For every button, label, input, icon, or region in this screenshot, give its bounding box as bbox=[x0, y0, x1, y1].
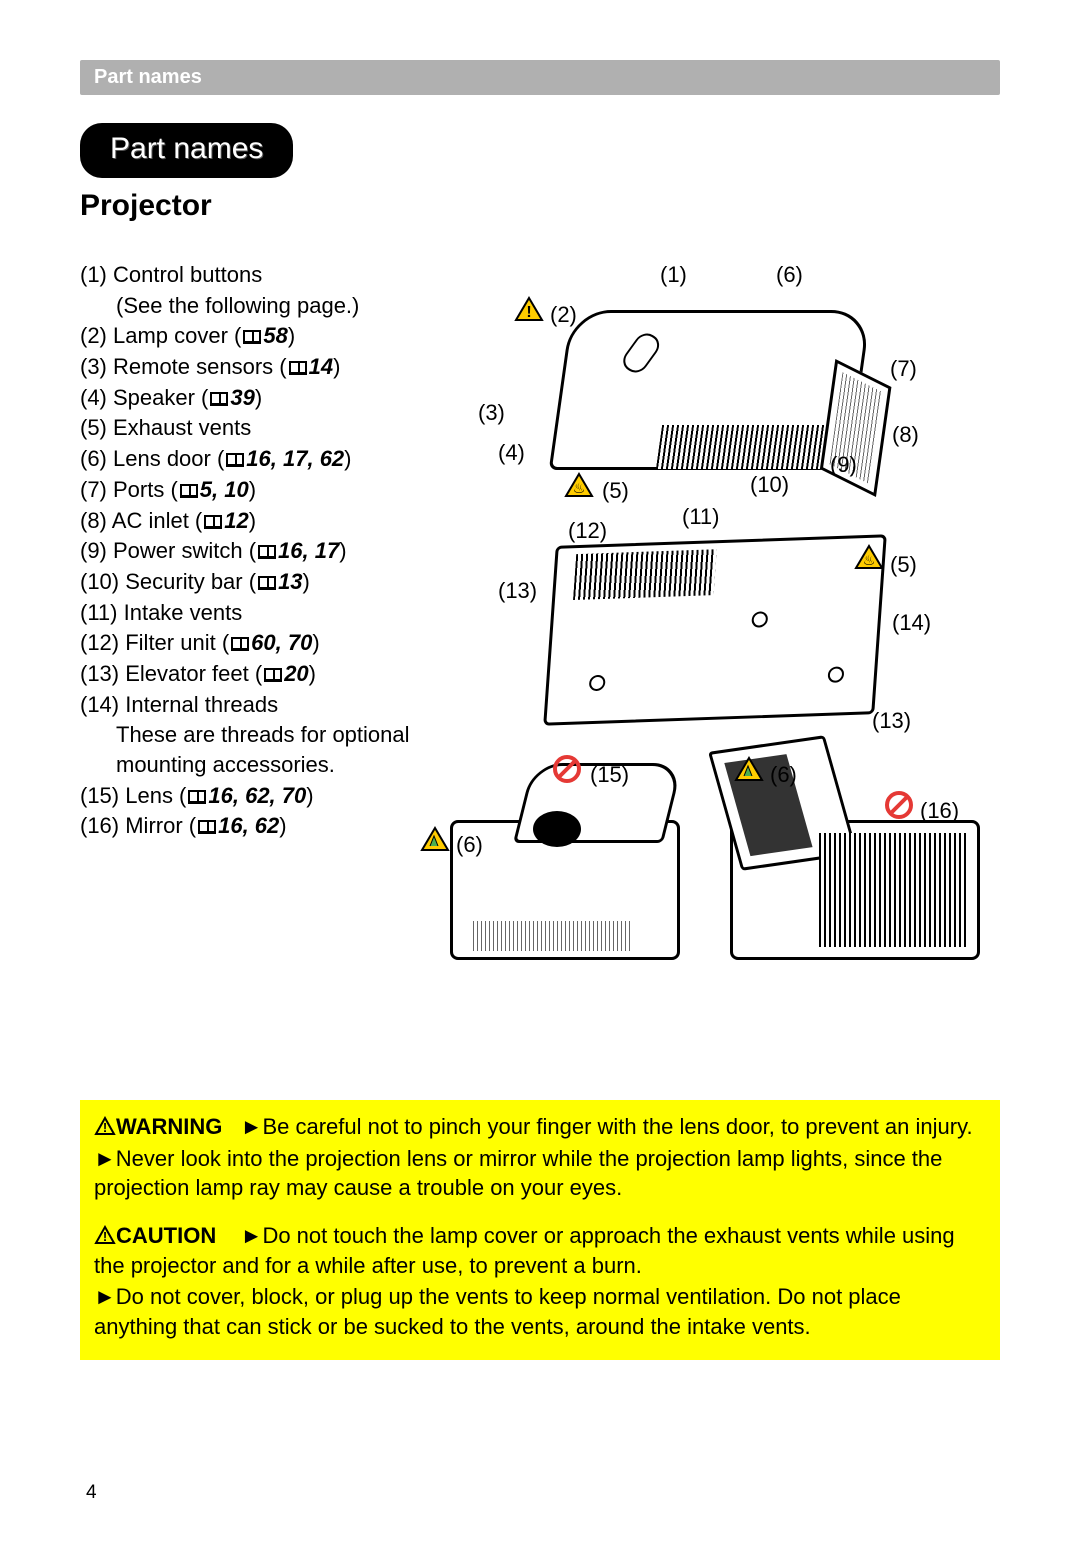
caution-label: CAUTION bbox=[116, 1223, 216, 1248]
page-root: Part names Part names Projector (1) Cont… bbox=[0, 0, 1080, 1545]
heat-yellow-icon: ♨ bbox=[564, 472, 594, 498]
callout-13b: (13) bbox=[872, 706, 911, 736]
book-icon bbox=[264, 668, 282, 682]
part-item: (8) AC inlet (12) bbox=[80, 506, 440, 536]
projector-bottom-body bbox=[543, 534, 887, 725]
warning-paragraph-1: ! WARNING ►Be careful not to pinch your f… bbox=[94, 1112, 986, 1142]
callout-10: (10) bbox=[750, 470, 789, 500]
caution-triangle-icon: ! bbox=[94, 1221, 116, 1251]
svg-text:!: ! bbox=[526, 304, 531, 321]
projector-front-right bbox=[730, 820, 980, 960]
svg-text:♨: ♨ bbox=[863, 552, 876, 568]
diagram-area: (1) (6) (2) ! (7) (3) (8) (4) (9) (10) (… bbox=[460, 260, 1000, 1040]
section-pill: Part names bbox=[80, 123, 293, 178]
caution-paragraph-1: ! CAUTION ►Do not touch the lamp cover or… bbox=[94, 1221, 986, 1280]
callout-5b: (5) bbox=[890, 550, 917, 580]
prohibit-icon-2 bbox=[884, 790, 914, 820]
part-item: (9) Power switch (16, 17) bbox=[80, 536, 440, 566]
pinch-green-icon bbox=[734, 756, 764, 782]
book-icon bbox=[243, 330, 261, 344]
projector-top-body bbox=[549, 310, 871, 470]
callout-13a: (13) bbox=[498, 576, 537, 606]
callout-5: (5) bbox=[602, 476, 629, 506]
callout-1: (1) bbox=[660, 260, 687, 290]
callout-14: (14) bbox=[892, 608, 931, 638]
book-icon bbox=[258, 545, 276, 559]
heat-yellow-icon-2: ♨ bbox=[854, 544, 884, 570]
part-item: (11) Intake vents bbox=[80, 598, 440, 628]
part-item: (15) Lens (16, 62, 70) bbox=[80, 781, 440, 811]
subtitle: Projector bbox=[80, 186, 1000, 227]
book-icon bbox=[289, 361, 307, 375]
warning-box: ! WARNING ►Be careful not to pinch your f… bbox=[80, 1100, 1000, 1360]
callout-9: (9) bbox=[830, 450, 857, 480]
projector-front-left bbox=[450, 820, 680, 960]
warning-triangle-icon: ! bbox=[94, 1112, 116, 1142]
callout-16: (16) bbox=[920, 796, 959, 826]
part-item-sub: These are threads for optional mounting … bbox=[80, 720, 440, 779]
book-icon bbox=[226, 453, 244, 467]
svg-text:!: ! bbox=[103, 1229, 107, 1244]
part-item: (5) Exhaust vents bbox=[80, 413, 440, 443]
book-icon bbox=[188, 790, 206, 804]
content-row: (1) Control buttons(See the following pa… bbox=[80, 260, 1000, 1040]
callout-2: (2) bbox=[550, 300, 577, 330]
book-icon bbox=[198, 820, 216, 834]
part-item: (1) Control buttons bbox=[80, 260, 440, 290]
part-list: (1) Control buttons(See the following pa… bbox=[80, 260, 440, 1040]
callout-4: (4) bbox=[498, 438, 525, 468]
book-icon bbox=[258, 576, 276, 590]
book-icon bbox=[204, 515, 222, 529]
callout-6: (6) bbox=[776, 260, 803, 290]
part-item: (10) Security bar (13) bbox=[80, 567, 440, 597]
part-item: (16) Mirror (16, 62) bbox=[80, 811, 440, 841]
pinch-green-icon-2 bbox=[420, 826, 450, 852]
part-item: (2) Lamp cover (58) bbox=[80, 321, 440, 351]
svg-text:!: ! bbox=[103, 1120, 107, 1135]
callout-15: (15) bbox=[590, 760, 629, 790]
warning-text-1: ►Be careful not to pinch your finger wit… bbox=[241, 1114, 973, 1139]
part-item: (14) Internal threads bbox=[80, 690, 440, 720]
book-icon bbox=[231, 637, 249, 651]
callout-6b: (6) bbox=[770, 760, 797, 790]
part-item: (4) Speaker (39) bbox=[80, 383, 440, 413]
part-item: (6) Lens door (16, 17, 62) bbox=[80, 444, 440, 474]
page-number: 4 bbox=[80, 1480, 1000, 1506]
part-item: (3) Remote sensors (14) bbox=[80, 352, 440, 382]
part-item-sub: (See the following page.) bbox=[80, 291, 440, 321]
book-icon bbox=[210, 392, 228, 406]
section-header-bar: Part names bbox=[80, 60, 1000, 95]
callout-7: (7) bbox=[890, 354, 917, 384]
warning-yellow-icon: ! bbox=[514, 296, 544, 322]
part-item: (7) Ports (5, 10) bbox=[80, 475, 440, 505]
caution-text-2: ►Do not cover, block, or plug up the ven… bbox=[94, 1282, 986, 1341]
callout-3: (3) bbox=[478, 398, 505, 428]
callout-12: (12) bbox=[568, 516, 607, 546]
book-icon bbox=[180, 484, 198, 498]
svg-text:♨: ♨ bbox=[573, 480, 586, 496]
caution-text-1: ►Do not touch the lamp cover or approach… bbox=[94, 1223, 955, 1278]
callout-11: (11) bbox=[682, 502, 720, 532]
warning-label: WARNING bbox=[116, 1114, 222, 1139]
warning-text-2: ►Never look into the projection lens or … bbox=[94, 1144, 986, 1203]
callout-8: (8) bbox=[892, 420, 919, 450]
callout-6a: (6) bbox=[456, 830, 483, 860]
part-item: (12) Filter unit (60, 70) bbox=[80, 628, 440, 658]
part-item: (13) Elevator feet (20) bbox=[80, 659, 440, 689]
prohibit-icon bbox=[552, 754, 582, 784]
